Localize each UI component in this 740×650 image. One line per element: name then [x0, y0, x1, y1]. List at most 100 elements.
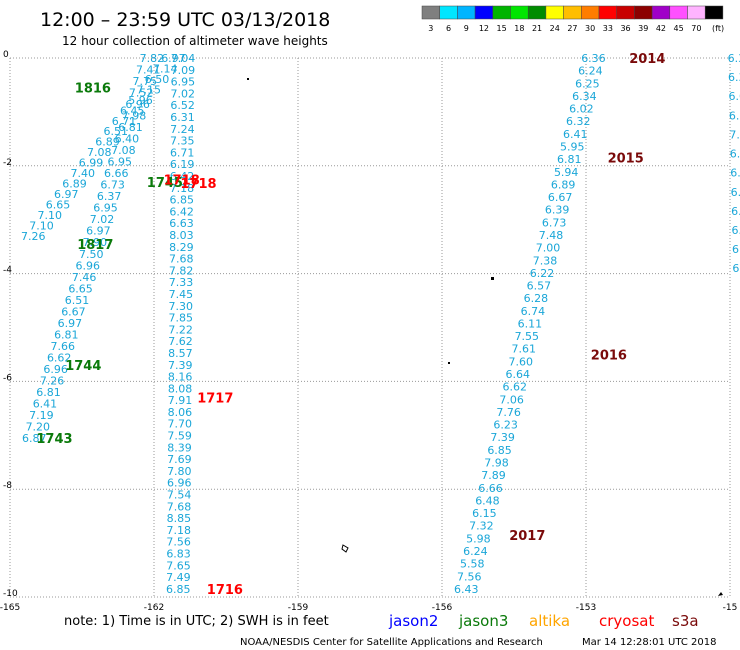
wave-height-label: 6.96 — [125, 98, 150, 111]
time-label: 1744 — [65, 359, 101, 374]
data-labels: 6.977.146.507.155.966.456.716.516.897.08… — [21, 52, 740, 596]
wave-height-label: 8.06 — [168, 406, 193, 419]
wave-height-label: 6.71 — [112, 115, 137, 128]
series-cryosat: 6.977.146.507.155.966.456.716.516.897.08… — [21, 52, 186, 243]
colorbar-swatch — [563, 5, 582, 20]
wave-height-label: 6.99 — [79, 157, 104, 170]
x-tick-label: -15 — [723, 603, 738, 613]
wave-height-label: 6.25 — [575, 77, 600, 90]
wave-height-label: 8.57 — [168, 347, 193, 360]
wave-height-label: 7.18 — [167, 524, 192, 537]
wave-height-label: 6.95 — [93, 202, 118, 215]
wave-height-label: 5.98 — [466, 532, 491, 545]
grid-lines — [9, 57, 731, 598]
wave-height-label: 7.69 — [167, 453, 192, 466]
colorbar-label: 30 — [585, 24, 595, 33]
wave-height-label: 7.14 — [153, 62, 178, 75]
island-mark — [448, 362, 450, 364]
x-tick-label: -162 — [144, 603, 164, 613]
note-text: note: 1) Time is in UTC; 2) SWH is in fe… — [64, 614, 329, 629]
wave-height-label: 7.90 — [83, 236, 108, 249]
y-tick-label: -6 — [3, 373, 12, 383]
y-tick-label: 0 — [3, 50, 9, 60]
wave-height-label: 7.60 — [509, 355, 534, 368]
wave-height-label: 6.32 — [566, 115, 591, 128]
wave-height-label: 7.82 — [169, 264, 194, 277]
wave-height-label: 6.88 — [732, 262, 740, 275]
wave-height-label: 6.73 — [542, 216, 567, 229]
wave-height-label: 7.20 — [26, 420, 51, 433]
wave-height-label: 7.85 — [168, 312, 193, 325]
wave-height-label: 8.03 — [169, 229, 194, 242]
wave-height-label: 7.07 — [729, 128, 740, 141]
wave-height-label: 6.85 — [729, 109, 740, 122]
y-tick-label: -10 — [3, 589, 18, 599]
wave-height-label: 7.10 — [29, 219, 54, 232]
wave-height-label: 7.52 — [129, 87, 154, 100]
wave-height-label: 7.26 — [40, 374, 64, 387]
chart-subtitle: 12 hour collection of altimeter wave hei… — [62, 34, 328, 48]
wave-height-label: 6.83 — [732, 243, 740, 256]
island-mark — [491, 277, 494, 280]
wave-height-label: 5.94 — [554, 166, 579, 179]
wave-height-label: 6.97 — [54, 188, 79, 201]
wave-height-label: 6.74 — [521, 305, 546, 318]
wave-height-label: 6.85 — [170, 194, 195, 207]
legend-jason2: jason2 — [388, 612, 438, 630]
wave-height-label: 6.50 — [145, 73, 170, 86]
wave-height-label: 6.34 — [728, 52, 740, 65]
wave-height-label: 7.08 — [111, 144, 136, 157]
colorbar-label: (ft) — [712, 24, 724, 33]
time-label: 2015 — [608, 152, 644, 167]
wave-height-label: 6.85 — [166, 583, 191, 596]
wave-height-label: 6.81 — [36, 386, 61, 399]
series-jason2: 7.047.096.957.026.526.317.247.356.716.19… — [166, 52, 195, 596]
wave-height-label: 7.89 — [481, 469, 506, 482]
legend-altika: altika — [529, 612, 570, 630]
wave-height-label: 6.36 — [581, 52, 606, 65]
wave-height-label: 6.96 — [75, 259, 100, 272]
wave-height-label: 6.65 — [46, 198, 71, 211]
wave-height-label: 6.71 — [170, 146, 195, 159]
time-label: 1718 — [180, 177, 216, 192]
colorbar-label: 70 — [691, 24, 701, 33]
wave-height-label: 6.43 — [454, 583, 479, 596]
time-label: 1745 — [147, 176, 183, 191]
wave-height-label: 6.73 — [100, 179, 125, 192]
wave-height-label: 8.16 — [168, 371, 193, 384]
wave-height-label: 7.98 — [484, 457, 509, 470]
colorbar-label: 3 — [428, 24, 433, 33]
island-mark — [341, 544, 349, 553]
wave-height-label: 6.31 — [170, 111, 195, 124]
wave-height-label: 6.57 — [527, 280, 552, 293]
wave-height-label: 6.62 — [47, 351, 71, 364]
land-marks — [247, 78, 723, 596]
colorbar-swatch — [545, 5, 564, 20]
wave-height-label: 7.22 — [168, 323, 193, 336]
wave-height-label: 7.70 — [167, 418, 192, 431]
wave-height-label: 5.58 — [460, 558, 485, 571]
wave-height-label: 6.81 — [118, 121, 143, 134]
wave-height-label: 7.02 — [170, 87, 195, 100]
wave-height-label: 8.39 — [167, 441, 192, 454]
time-label: 1717 — [197, 392, 233, 407]
wave-height-label: 6.42 — [170, 170, 195, 183]
time-label: 1816 — [75, 82, 111, 97]
wave-height-label: 7.80 — [167, 465, 192, 478]
wave-height-label: 6.23 — [493, 419, 518, 432]
x-tick-label: -159 — [288, 603, 309, 613]
wave-height-label: 6.37 — [97, 190, 122, 203]
wave-height-label: 7.76 — [496, 406, 521, 419]
wave-height-label: 6.97 — [58, 317, 83, 330]
colorbar-swatch — [704, 5, 724, 20]
wave-height-label: 6.41 — [563, 128, 588, 141]
wave-height-label: 7.19 — [29, 409, 54, 422]
legend-s3a: s3a — [672, 612, 699, 630]
wave-height-label: 6.48 — [475, 494, 500, 507]
colorbar-label: 24 — [550, 24, 560, 33]
wave-height-label: 7.09 — [171, 64, 196, 77]
wave-height-label: 6.22 — [530, 267, 555, 280]
wave-height-label: 6.96 — [167, 477, 192, 490]
wave-height-label: 6.89 — [95, 136, 120, 149]
wave-height-label: 7.91 — [168, 394, 193, 407]
